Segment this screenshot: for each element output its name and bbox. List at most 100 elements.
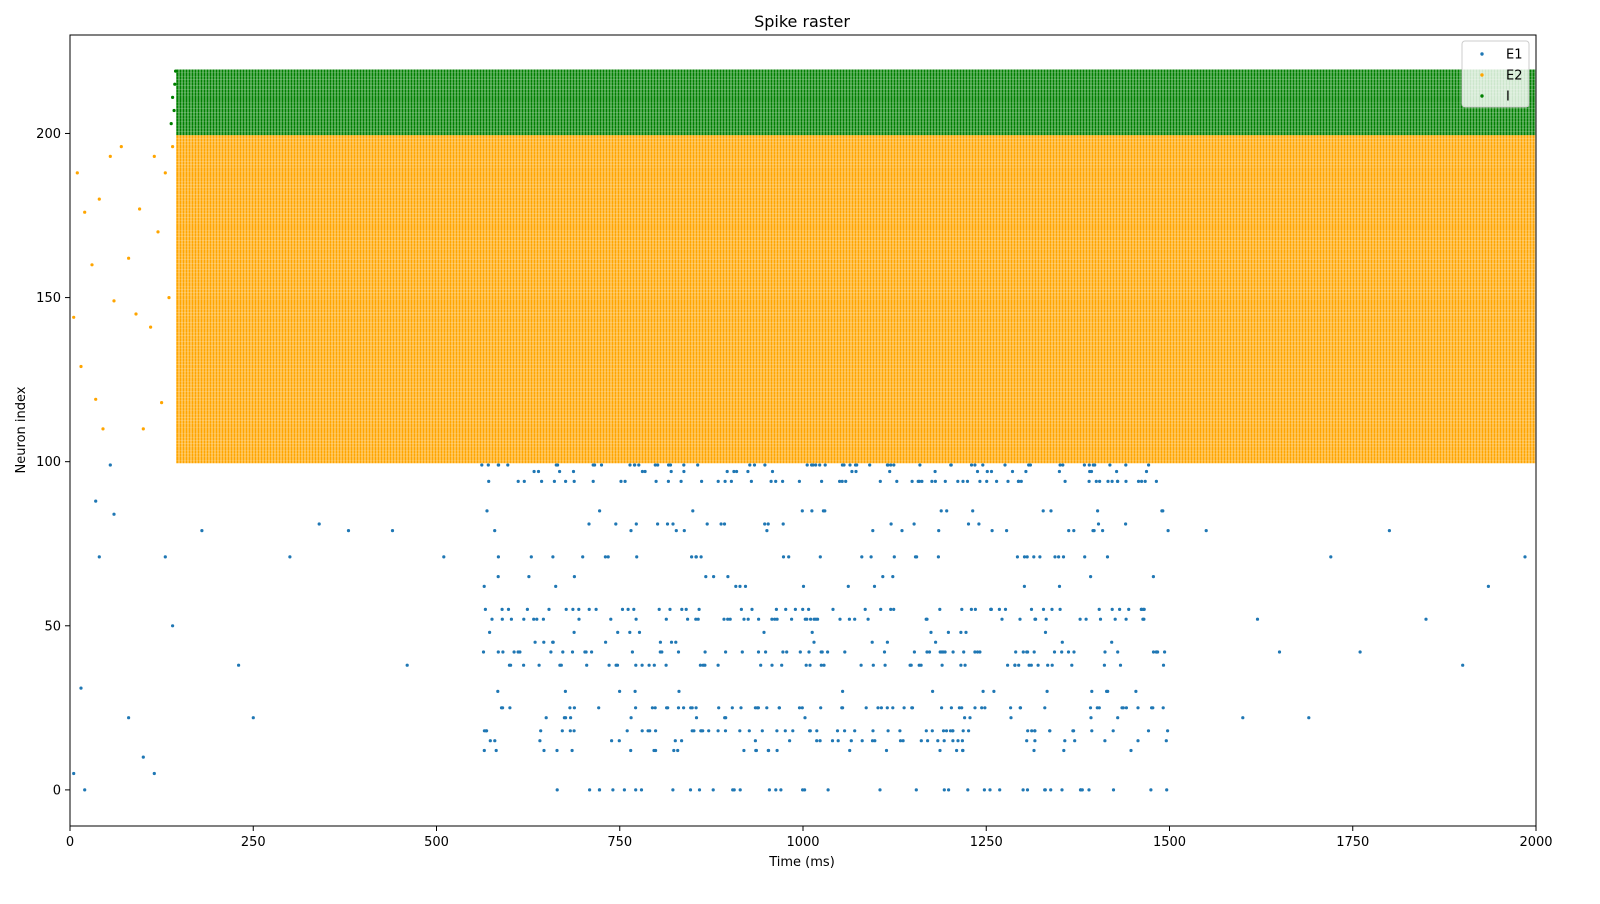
spike-point: [506, 463, 510, 467]
spike-point: [560, 729, 564, 733]
spike-point: [614, 663, 618, 667]
spike-point: [496, 463, 500, 467]
spike-point: [558, 469, 562, 474]
spike-point: [775, 748, 779, 753]
spike-point: [174, 69, 178, 73]
spike-point: [1163, 650, 1167, 654]
spike-point: [616, 630, 620, 635]
spike-point: [1043, 788, 1047, 792]
spike-point: [488, 630, 492, 635]
y-tick-label: 50: [44, 619, 61, 634]
spike-point: [1062, 748, 1066, 753]
spike-point: [656, 522, 660, 526]
spike-point: [138, 207, 142, 211]
spike-point: [599, 463, 604, 467]
spike-point: [941, 650, 945, 654]
spike-point: [730, 706, 734, 710]
spike-point: [690, 555, 694, 559]
spike-point: [1102, 663, 1106, 667]
spike-point: [694, 617, 698, 621]
spike-point: [956, 479, 960, 483]
spike-point: [914, 788, 918, 792]
spike-point: [1032, 748, 1036, 753]
spike-point: [490, 617, 494, 621]
spike-point: [936, 739, 940, 743]
spike-point: [1098, 617, 1103, 621]
spike-point: [1147, 463, 1151, 467]
spike-point: [200, 529, 204, 533]
spike-point: [926, 739, 930, 743]
spike-point: [564, 716, 568, 720]
spike-point: [1094, 479, 1098, 483]
spike-point: [572, 575, 577, 579]
spike-point: [522, 617, 526, 621]
spike-point: [94, 397, 98, 401]
spike-point: [734, 584, 738, 589]
spike-point: [725, 469, 729, 474]
spike-point: [405, 663, 409, 667]
spike-point: [1105, 555, 1110, 559]
spike-point: [961, 479, 965, 483]
spike-point: [1061, 463, 1065, 467]
spike-point: [726, 617, 730, 621]
spike-point: [516, 479, 520, 483]
spike-point: [975, 650, 980, 654]
spike-point: [682, 469, 686, 474]
spike-point: [973, 607, 978, 612]
spike-point: [908, 663, 912, 667]
spike-point: [981, 689, 985, 694]
spike-point: [564, 479, 568, 483]
spike-point: [1063, 479, 1067, 483]
spike-point: [868, 463, 872, 467]
spike-point: [694, 716, 699, 720]
spike-point: [652, 663, 656, 667]
spike-point: [818, 555, 822, 559]
y-tick-label: 200: [36, 127, 61, 142]
spike-point: [1009, 716, 1013, 720]
axes-frame: [69, 34, 1537, 827]
spike-point: [881, 575, 885, 579]
spike-point: [1022, 584, 1026, 589]
spike-point: [691, 509, 695, 513]
spike-point: [635, 555, 639, 559]
spike-point: [555, 748, 559, 753]
spike-point: [547, 607, 551, 612]
spike-point: [1049, 509, 1053, 513]
spike-point: [879, 607, 883, 612]
spike-point: [1134, 689, 1138, 694]
spike-point: [570, 650, 575, 654]
spike-point: [800, 509, 804, 513]
x-axis-label: Time (ms): [768, 855, 835, 870]
spike-point: [740, 650, 744, 654]
spike-point: [442, 555, 446, 559]
spike-point: [807, 650, 811, 654]
spike-point: [978, 650, 982, 654]
spike-point: [810, 509, 814, 513]
spike-point: [924, 729, 928, 733]
spike-point: [532, 617, 536, 621]
spike-point: [1025, 555, 1029, 559]
spike-point: [1136, 739, 1140, 743]
spike-point: [570, 748, 574, 753]
spike-point: [632, 463, 637, 467]
spike-point: [770, 663, 774, 667]
spike-point: [765, 529, 769, 533]
spike-point: [803, 716, 807, 720]
spike-point: [930, 729, 934, 733]
spike-point: [1166, 729, 1170, 733]
spike-point: [1103, 739, 1107, 743]
spike-point: [1101, 529, 1105, 533]
spike-point: [910, 706, 914, 710]
spike-point: [930, 479, 934, 483]
spike-point: [1028, 463, 1032, 467]
spike-point: [1144, 469, 1149, 474]
x-tick-label: 1000: [786, 835, 819, 850]
spike-point: [698, 663, 703, 667]
spike-point: [753, 739, 758, 743]
spike-point: [819, 706, 823, 710]
spike-point: [746, 469, 750, 474]
spike-point: [949, 463, 953, 467]
spike-point: [892, 463, 896, 467]
spike-point: [173, 82, 177, 86]
spike-point: [847, 617, 852, 621]
